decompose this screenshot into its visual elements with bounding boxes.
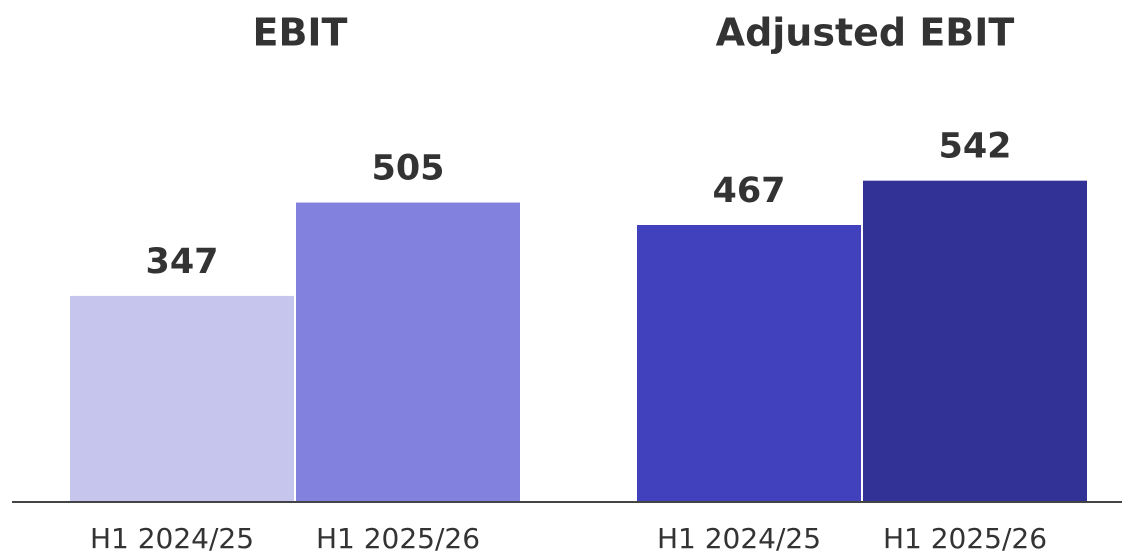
category-label: H1 2025/26 [316, 522, 480, 555]
chart-title: EBIT [253, 11, 348, 55]
value-label: 347 [145, 242, 218, 282]
value-label: 467 [712, 171, 785, 211]
value-label: 542 [938, 127, 1011, 167]
bar [863, 180, 1087, 502]
category-label: H1 2024/25 [657, 522, 821, 555]
value-label: 505 [371, 149, 444, 189]
bar [637, 225, 861, 502]
category-label: H1 2025/26 [883, 522, 1047, 555]
chart-title: Adjusted EBIT [716, 11, 1015, 55]
bar [70, 295, 294, 501]
bar [296, 202, 520, 502]
category-label: H1 2024/25 [90, 522, 254, 555]
